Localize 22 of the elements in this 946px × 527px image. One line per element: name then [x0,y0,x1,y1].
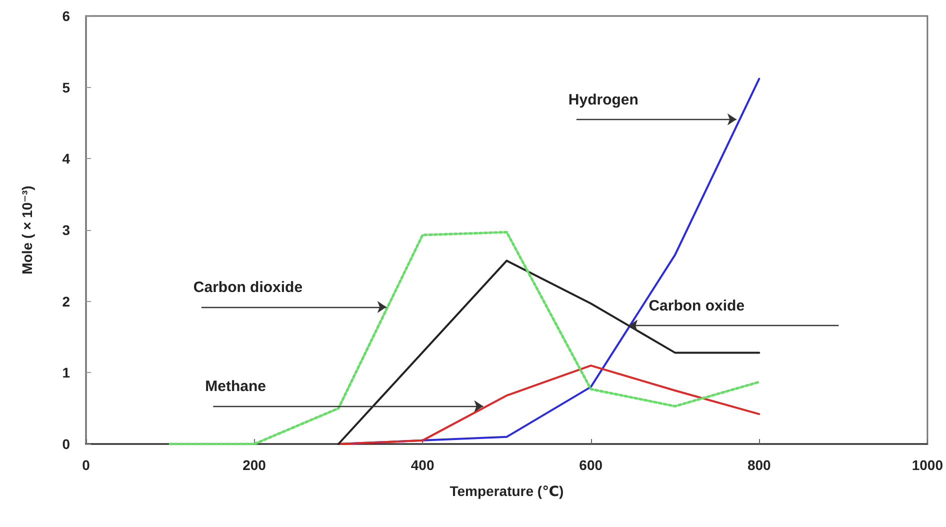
x-axis-title: Temperature (℃) [450,483,564,499]
annotation: Hydrogen [568,91,638,108]
y-tick-label: 5 [62,79,70,96]
y-tick-label: 1 [62,364,70,381]
y-axis-title: Mole ( × 10⁻³) [19,186,35,274]
line-series [168,230,760,446]
annotation: Carbon oxide [648,298,745,315]
annotation: Carbon dioxide [193,279,303,296]
x-tick-label: 600 [579,457,603,473]
line-series [337,260,760,445]
x-tick-label: 400 [410,457,434,473]
y-tick-label: 6 [62,8,70,24]
y-tick-label: 2 [62,293,70,310]
x-tick-label: 1000 [912,457,944,473]
y-tick-label: 0 [62,436,70,452]
x-tick-label: 0 [82,457,90,473]
x-tick-label: 200 [242,457,266,473]
y-tick-label: 3 [62,222,70,238]
line-series [337,364,760,445]
x-tick-label: 800 [747,457,772,473]
y-tick-label: 4 [62,150,70,167]
annotation: Methane [205,378,266,396]
